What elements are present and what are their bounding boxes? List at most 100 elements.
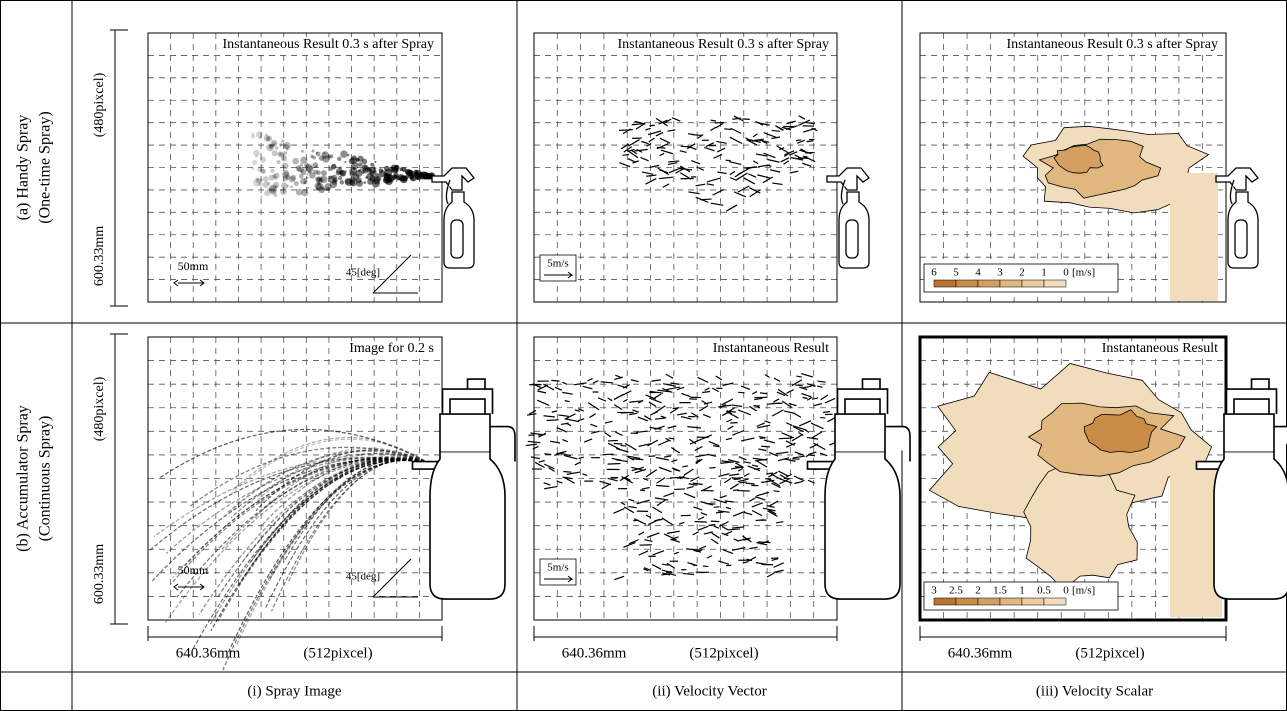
spray-droplet (316, 152, 318, 154)
velocity-vector (632, 459, 644, 460)
sprayer-body (1214, 452, 1287, 600)
dimension-length: 640.36mm (562, 645, 627, 661)
legend-level: 2 (1019, 267, 1025, 279)
spray-droplet (402, 167, 407, 172)
velocity-vector (757, 423, 765, 426)
spray-droplet (262, 181, 269, 188)
velocity-vector (700, 199, 711, 200)
velocity-vector (722, 526, 728, 529)
velocity-vector (671, 460, 677, 462)
spray-droplet (300, 157, 307, 164)
velocity-vector (629, 413, 637, 414)
velocity-vector (639, 532, 644, 535)
velocity-vector (728, 426, 734, 429)
velocity-vector (634, 150, 647, 151)
velocity-vector (647, 533, 659, 538)
sprayer-icon (1216, 168, 1258, 268)
velocity-vector (749, 406, 756, 411)
spray-droplet (307, 187, 309, 189)
velocity-vector (655, 418, 666, 419)
velocity-vector (664, 534, 676, 540)
velocity-vector (648, 440, 658, 446)
velocity-vector (654, 394, 661, 398)
velocity-vector (728, 529, 740, 530)
spray-streak (284, 458, 430, 562)
spray-droplet (269, 175, 275, 181)
spray-droplet (321, 170, 327, 176)
velocity-vector (666, 374, 673, 378)
spray-streak (150, 458, 430, 550)
spray-droplet (300, 178, 306, 184)
velocity-vector (796, 140, 801, 141)
velocity-vector (813, 443, 825, 450)
velocity-vector (659, 177, 673, 178)
spray-droplet (260, 157, 266, 163)
spray-droplet (367, 179, 373, 185)
velocity-vector (774, 378, 780, 381)
velocity-vector (544, 454, 551, 455)
velocity-vector (752, 392, 757, 394)
legend-level: 1 (1041, 267, 1047, 279)
legend-swatch (956, 598, 978, 605)
velocity-vector (802, 163, 811, 166)
velocity-vector (794, 413, 801, 417)
velocity-vector (598, 398, 606, 401)
velocity-vector (770, 170, 780, 172)
velocity-vector (656, 132, 663, 136)
legend-level: 6 (931, 267, 937, 279)
velocity-vector (716, 141, 726, 143)
velocity-vector (716, 512, 724, 513)
spray-streak (173, 459, 430, 577)
spray-droplet (252, 133, 255, 136)
velocity-vector (640, 157, 648, 160)
spray-droplet (301, 150, 304, 153)
velocity-vector (738, 469, 743, 472)
velocity-vector (593, 381, 598, 384)
spray-droplet (259, 136, 262, 139)
velocity-vector (808, 452, 816, 455)
legend-swatch (1000, 598, 1022, 605)
velocity-vector (652, 565, 661, 570)
sprayer-icon (827, 168, 869, 268)
velocity-vector (693, 532, 699, 535)
velocity-vector (726, 205, 737, 211)
velocity-vector (587, 379, 592, 381)
velocity-vector (692, 135, 702, 136)
spray-droplet (347, 154, 350, 157)
spray-droplet (350, 157, 357, 164)
spray-droplet (267, 188, 270, 191)
velocity-vector (748, 174, 756, 177)
legend-level: 5 (953, 267, 959, 279)
sprayer-head (827, 168, 869, 190)
velocity-vector (776, 452, 789, 454)
velocity-vector (634, 519, 646, 525)
velocity-vector (718, 561, 729, 564)
sprayer-head (1216, 168, 1258, 190)
velocity-vector (802, 386, 812, 388)
spray-droplet (330, 181, 337, 188)
velocity-vector (730, 171, 735, 174)
panel: Instantaneous Result (920, 337, 1226, 620)
spray-droplet (290, 186, 293, 189)
spray-droplet (391, 165, 397, 171)
angle-label: 45[deg] (346, 267, 380, 279)
velocity-vector (805, 430, 810, 433)
velocity-vector (664, 456, 671, 457)
velocity-vector (562, 440, 567, 442)
sprayer-icon (413, 379, 516, 599)
velocity-vector (716, 376, 722, 380)
velocity-vector (812, 398, 818, 399)
velocity-vector (772, 410, 783, 416)
velocity-vector (710, 120, 715, 121)
velocity-vector (562, 477, 572, 479)
legend-swatch (1044, 598, 1066, 605)
velocity-vector (695, 521, 707, 522)
spray-droplet (368, 169, 371, 172)
reference-vector-label: 5m/s (547, 562, 568, 574)
velocity-vector (674, 552, 679, 554)
velocity-vector (693, 507, 702, 510)
velocity-vector (799, 421, 811, 426)
velocity-vector (724, 531, 732, 534)
velocity-vector (704, 147, 714, 151)
velocity-vector (729, 162, 741, 165)
